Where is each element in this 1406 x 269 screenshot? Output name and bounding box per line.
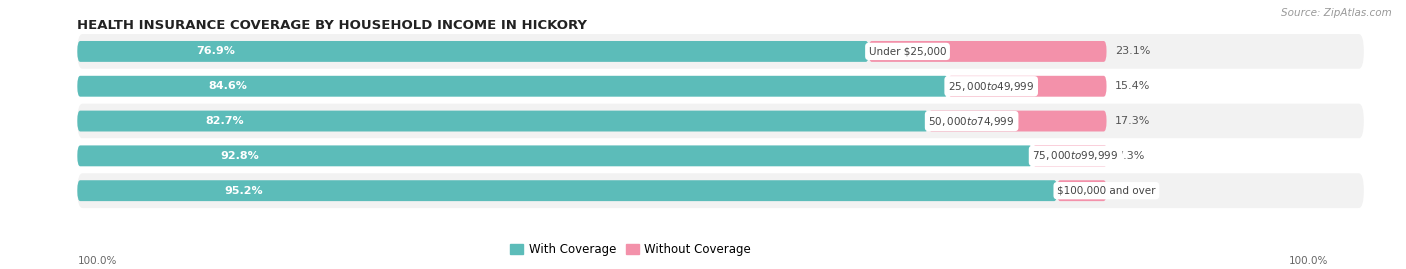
Text: $75,000 to $99,999: $75,000 to $99,999 [1032,149,1119,162]
FancyBboxPatch shape [77,69,1364,104]
Text: Under $25,000: Under $25,000 [869,47,946,56]
FancyBboxPatch shape [77,139,1364,173]
Text: 23.1%: 23.1% [1115,47,1150,56]
Text: 4.8%: 4.8% [1115,186,1143,196]
FancyBboxPatch shape [77,34,1364,69]
Text: 76.9%: 76.9% [195,47,235,56]
FancyBboxPatch shape [1057,180,1107,201]
FancyBboxPatch shape [869,41,1107,62]
Text: $25,000 to $49,999: $25,000 to $49,999 [948,80,1035,93]
Text: 84.6%: 84.6% [208,81,247,91]
FancyBboxPatch shape [77,180,1057,201]
Text: HEALTH INSURANCE COVERAGE BY HOUSEHOLD INCOME IN HICKORY: HEALTH INSURANCE COVERAGE BY HOUSEHOLD I… [77,19,588,32]
Legend: With Coverage, Without Coverage: With Coverage, Without Coverage [505,238,756,261]
FancyBboxPatch shape [77,41,869,62]
Text: 95.2%: 95.2% [225,186,263,196]
Text: Source: ZipAtlas.com: Source: ZipAtlas.com [1281,8,1392,18]
FancyBboxPatch shape [928,111,1107,132]
FancyBboxPatch shape [948,76,1107,97]
FancyBboxPatch shape [77,146,1032,166]
Text: 92.8%: 92.8% [221,151,259,161]
Text: $50,000 to $74,999: $50,000 to $74,999 [928,115,1015,128]
Text: 7.3%: 7.3% [1116,151,1144,161]
FancyBboxPatch shape [77,76,948,97]
FancyBboxPatch shape [77,173,1364,208]
Text: 17.3%: 17.3% [1115,116,1150,126]
Text: 82.7%: 82.7% [205,116,243,126]
Text: 100.0%: 100.0% [77,256,117,266]
Text: 100.0%: 100.0% [1289,256,1329,266]
Text: 15.4%: 15.4% [1115,81,1150,91]
FancyBboxPatch shape [77,111,928,132]
Text: $100,000 and over: $100,000 and over [1057,186,1156,196]
FancyBboxPatch shape [1032,146,1108,166]
FancyBboxPatch shape [77,104,1364,139]
